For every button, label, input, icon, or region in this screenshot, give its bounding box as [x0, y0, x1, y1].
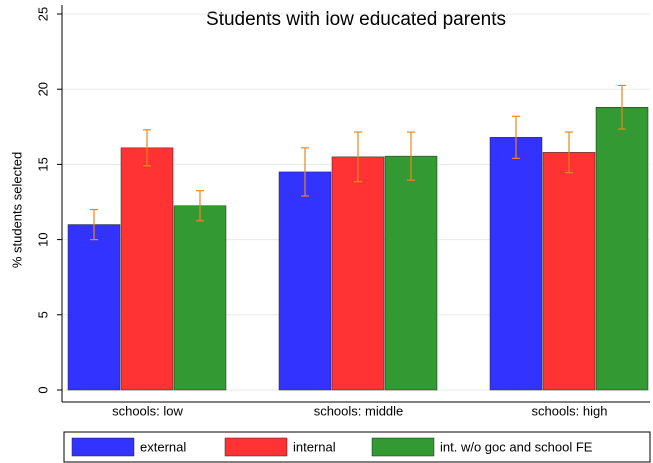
y-tick-label: 0 — [35, 386, 50, 393]
y-tick-label: 15 — [35, 157, 50, 171]
legend-label: int. w/o goc and school FE — [440, 439, 593, 454]
bar — [489, 137, 543, 391]
y-tick-label: 20 — [35, 82, 50, 96]
error-bar — [196, 190, 204, 222]
legend-swatch — [224, 437, 288, 457]
error-bar — [143, 129, 151, 167]
legend-label: external — [140, 439, 186, 454]
bar — [595, 106, 649, 391]
legend-box — [63, 431, 651, 463]
chart-title: Students with low educated parents — [206, 9, 506, 30]
bar — [384, 155, 438, 391]
legend-label: internal — [293, 439, 336, 454]
error-bar — [354, 131, 362, 183]
x-tick-label: schools: high — [532, 403, 608, 418]
error-bar — [407, 131, 415, 181]
error-bar — [301, 147, 309, 197]
error-bar — [618, 84, 626, 130]
legend-swatch — [71, 437, 135, 457]
bar — [331, 156, 385, 391]
error-bar — [90, 208, 98, 241]
x-tick-label: schools: middle — [314, 403, 404, 418]
y-tick-label: 25 — [35, 7, 50, 21]
y-tick-label: 10 — [35, 232, 50, 246]
error-bar — [512, 115, 520, 159]
bar — [173, 205, 227, 391]
bar — [542, 152, 596, 391]
legend-swatch — [371, 437, 435, 457]
x-tick-label: schools: low — [112, 403, 183, 418]
bar — [120, 147, 174, 391]
y-tick-label: 5 — [35, 311, 50, 318]
error-bar — [565, 131, 573, 174]
bar — [67, 224, 121, 391]
bar — [278, 171, 332, 391]
y-axis-label: % students selected — [9, 152, 24, 268]
